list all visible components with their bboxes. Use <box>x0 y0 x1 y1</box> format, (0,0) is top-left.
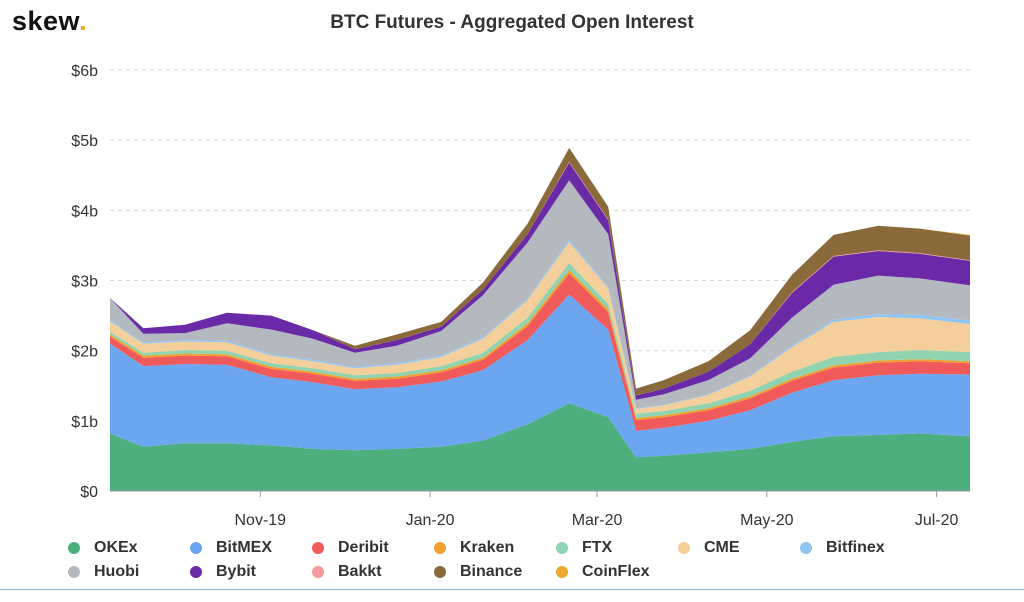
legend-item-bitmex[interactable]: BitMEX <box>180 538 302 558</box>
legend-marker <box>556 542 568 554</box>
x-tick-label: Mar-20 <box>572 512 623 529</box>
legend-label: Deribit <box>338 539 389 556</box>
x-tick-label: Jan-20 <box>406 512 455 529</box>
legend-item-bakkt[interactable]: Bakkt <box>302 562 424 582</box>
legend-label: BitMEX <box>216 539 272 556</box>
series-area-bitmex <box>110 294 970 458</box>
legend-marker <box>434 566 446 578</box>
legend-marker <box>556 566 568 578</box>
legend-marker <box>678 542 690 554</box>
y-tick-label: $5b <box>71 133 98 150</box>
legend-item-ftx[interactable]: FTX <box>546 538 668 558</box>
legend-marker <box>800 542 812 554</box>
legend-marker <box>68 542 80 554</box>
series-area-binance <box>110 147 970 396</box>
y-tick-label: $1b <box>71 414 98 431</box>
brand-logo-dot: . <box>79 6 88 36</box>
legend-marker <box>312 542 324 554</box>
legend-label: Kraken <box>460 539 515 556</box>
legend-marker <box>312 566 324 578</box>
legend-item-bybit[interactable]: Bybit <box>180 562 302 582</box>
series-area-bybit <box>110 162 970 400</box>
legend-item-kraken[interactable]: Kraken <box>424 538 546 558</box>
bottom-divider <box>0 589 1024 590</box>
x-tick-label: Jul-20 <box>915 512 959 529</box>
legend-marker <box>434 542 446 554</box>
legend-item-huobi[interactable]: Huobi <box>58 562 180 582</box>
x-tick-label: May-20 <box>740 512 793 529</box>
y-tick-label: $0 <box>80 484 98 501</box>
legend-item-cme[interactable]: CME <box>668 538 790 558</box>
legend-item-deribit[interactable]: Deribit <box>302 538 424 558</box>
series-areas <box>110 147 970 491</box>
legend: OKEx BitMEX Deribit Kraken FTX CME Bitfinex Huo… <box>58 538 1018 582</box>
x-tick-label: Nov-19 <box>235 512 287 529</box>
legend-label: Bakkt <box>338 563 382 580</box>
series-area-okex <box>110 403 970 491</box>
axes: $0 $1b $2b $3b $4b $5b $6b Nov-19 Jan-20 Mar-20 Ma… <box>71 63 970 529</box>
legend-label: OKEx <box>94 539 138 556</box>
y-tick-label: $6b <box>71 63 98 80</box>
series-area-huobi <box>110 180 970 409</box>
legend-label: FTX <box>582 539 613 556</box>
y-tick-label: $4b <box>71 203 98 220</box>
y-tick-label: $2b <box>71 344 98 361</box>
chart-title: BTC Futures - Aggregated Open Interest <box>330 12 694 33</box>
legend-marker <box>68 566 80 578</box>
legend-label: CoinFlex <box>582 563 650 580</box>
legend-label: Huobi <box>94 563 140 580</box>
legend-label: CME <box>704 539 740 556</box>
legend-label: Bybit <box>216 563 256 580</box>
y-tick-label: $3b <box>71 274 98 291</box>
legend-label: Bitfinex <box>826 539 885 556</box>
brand-logo-text: skew <box>12 6 80 36</box>
legend-item-binance[interactable]: Binance <box>424 562 546 582</box>
brand-logo: skew. <box>12 6 87 37</box>
legend-marker <box>190 542 202 554</box>
legend-item-okex[interactable]: OKEx <box>58 538 180 558</box>
legend-item-bitfinex[interactable]: Bitfinex <box>790 538 912 558</box>
legend-label: Binance <box>460 563 523 580</box>
legend-item-coinflex[interactable]: CoinFlex <box>546 562 668 582</box>
legend-marker <box>190 566 202 578</box>
